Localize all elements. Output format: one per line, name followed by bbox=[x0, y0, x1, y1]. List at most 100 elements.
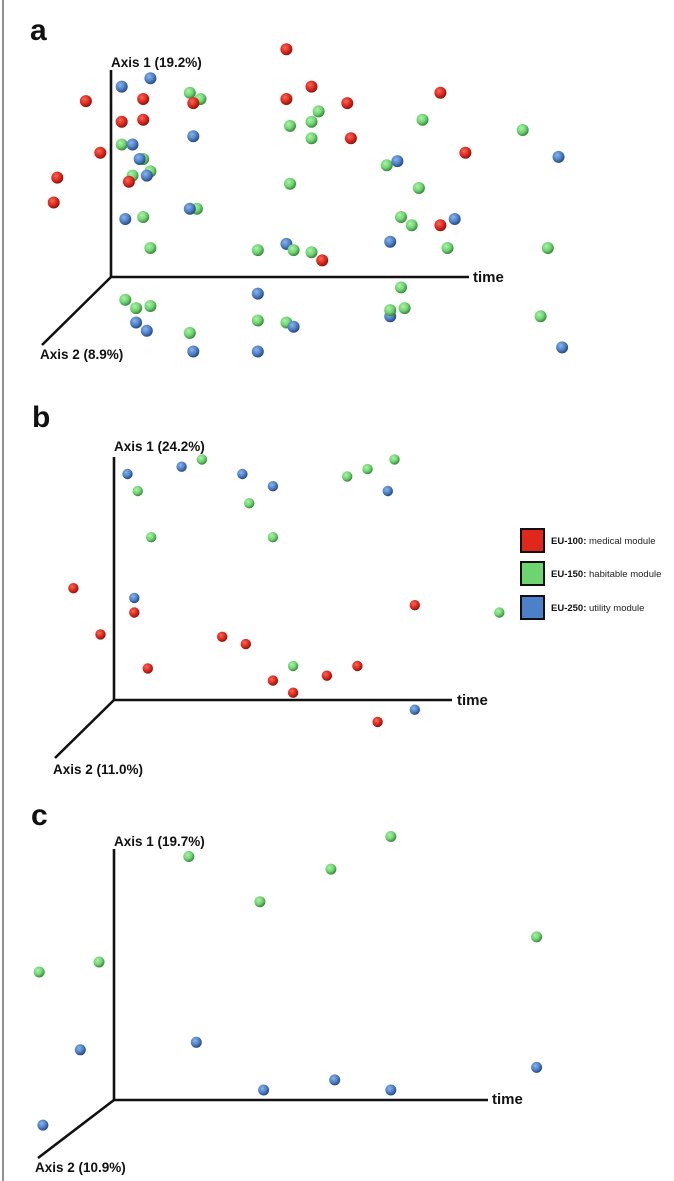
data-point-eu-250 bbox=[329, 1074, 341, 1086]
data-point-eu-150 bbox=[325, 863, 337, 875]
data-point-eu-150 bbox=[516, 124, 529, 136]
data-point-eu-250 bbox=[552, 150, 565, 163]
data-point-eu-100 bbox=[137, 93, 150, 105]
data-point-eu-250 bbox=[187, 130, 200, 143]
data-point-eu-100 bbox=[137, 113, 150, 126]
data-point-eu-100 bbox=[409, 600, 420, 611]
data-point-eu-150 bbox=[305, 246, 318, 259]
axis-lines bbox=[112, 849, 488, 1102]
data-point-eu-100 bbox=[352, 660, 363, 672]
data-point-eu-100 bbox=[287, 687, 299, 698]
data-point-eu-250 bbox=[115, 80, 128, 93]
data-point-eu-100 bbox=[280, 93, 293, 105]
axis-lines bbox=[112, 457, 452, 702]
data-point-eu-250 bbox=[133, 153, 146, 165]
panel-b: b Axis 1 (24.2%) Axis 2 (11.0%) time bbox=[32, 401, 505, 777]
data-point-eu-100 bbox=[68, 583, 79, 594]
legend-swatch-eu-150 bbox=[520, 561, 545, 586]
data-point-eu-250 bbox=[130, 316, 143, 329]
time-axis-label: time bbox=[473, 269, 504, 286]
panel-letter: a bbox=[30, 14, 47, 47]
data-point-eu-250 bbox=[74, 1044, 86, 1056]
data-point-eu-150 bbox=[144, 300, 157, 312]
data-point-eu-100 bbox=[459, 146, 472, 159]
axis-2-label: Axis 2 (10.9%) bbox=[35, 1160, 126, 1175]
data-point-eu-150 bbox=[385, 831, 397, 842]
data-point-eu-150 bbox=[251, 314, 264, 327]
data-point-eu-150 bbox=[531, 931, 543, 943]
data-point-eu-250 bbox=[140, 169, 153, 182]
axis-1-label: Axis 1 (19.7%) bbox=[114, 834, 205, 849]
axis-1-label: Axis 1 (24.2%) bbox=[114, 439, 205, 454]
data-point-eu-250 bbox=[126, 138, 139, 151]
data-point-eu-250 bbox=[190, 1036, 202, 1048]
panel-letter: c bbox=[31, 799, 48, 832]
data-point-eu-150 bbox=[362, 463, 373, 475]
data-point-eu-150 bbox=[405, 219, 418, 232]
data-point-eu-100 bbox=[305, 80, 318, 93]
data-point-eu-250 bbox=[556, 341, 569, 354]
data-point-eu-150 bbox=[380, 159, 393, 172]
data-point-eu-150 bbox=[137, 211, 150, 223]
data-point-eu-150 bbox=[254, 896, 266, 908]
data-point-eu-150 bbox=[267, 532, 279, 543]
data-point-eu-150 bbox=[312, 105, 325, 118]
data-point-eu-100 bbox=[187, 97, 200, 110]
data-point-eu-100 bbox=[434, 219, 447, 232]
data-point-eu-250 bbox=[251, 287, 264, 300]
data-point-eu-250 bbox=[258, 1084, 270, 1096]
data-point-eu-150 bbox=[395, 211, 407, 223]
data-point-eu-100 bbox=[316, 254, 329, 267]
data-point-eu-100 bbox=[51, 171, 64, 184]
data-point-eu-250 bbox=[144, 72, 157, 85]
data-point-eu-250 bbox=[119, 213, 132, 225]
data-point-eu-150 bbox=[284, 119, 296, 132]
data-point-eu-150 bbox=[441, 242, 454, 254]
data-point-eu-250 bbox=[237, 468, 248, 480]
data-point-eu-150 bbox=[305, 115, 318, 128]
data-point-eu-250 bbox=[129, 592, 140, 604]
axis-2-label: Axis 2 (8.9%) bbox=[40, 347, 123, 362]
data-point-eu-100 bbox=[280, 43, 293, 56]
data-point-eu-250 bbox=[409, 704, 420, 715]
data-point-eu-250 bbox=[384, 235, 397, 248]
data-point-eu-150 bbox=[115, 138, 128, 151]
data-point-eu-150 bbox=[541, 242, 554, 254]
data-point-eu-150 bbox=[342, 471, 353, 482]
data-point-eu-250 bbox=[531, 1061, 543, 1073]
data-point-eu-150 bbox=[146, 532, 157, 543]
time-axis-label: time bbox=[457, 692, 488, 709]
points-layer bbox=[68, 454, 505, 728]
data-point-eu-150 bbox=[244, 498, 255, 509]
data-point-eu-150 bbox=[144, 242, 157, 254]
data-point-eu-100 bbox=[95, 629, 106, 640]
legend-label-eu-150: EU-150: habitable module bbox=[551, 569, 661, 580]
data-point-eu-250 bbox=[251, 345, 264, 358]
data-point-eu-150 bbox=[395, 281, 407, 294]
data-point-eu-100 bbox=[47, 196, 60, 209]
data-point-eu-250 bbox=[287, 320, 300, 333]
legend-swatch-eu-250 bbox=[520, 595, 545, 620]
points-layer bbox=[47, 43, 569, 358]
data-point-eu-250 bbox=[37, 1119, 49, 1131]
data-point-eu-150 bbox=[412, 182, 425, 194]
data-point-eu-100 bbox=[321, 670, 333, 681]
data-point-eu-100 bbox=[341, 97, 354, 110]
data-point-eu-150 bbox=[251, 244, 264, 257]
data-point-eu-150 bbox=[494, 607, 505, 618]
data-point-eu-100 bbox=[344, 132, 357, 145]
data-point-eu-250 bbox=[267, 481, 279, 492]
data-point-eu-150 bbox=[305, 132, 318, 145]
data-point-eu-250 bbox=[122, 468, 133, 480]
panel-letter: b bbox=[32, 401, 50, 434]
data-point-eu-150 bbox=[389, 454, 400, 465]
data-point-eu-250 bbox=[385, 1084, 397, 1096]
axis-2-line bbox=[41, 276, 112, 346]
data-point-eu-100 bbox=[115, 115, 128, 128]
points-layer bbox=[33, 831, 543, 1131]
data-point-eu-250 bbox=[382, 485, 393, 497]
legend-swatch-eu-100 bbox=[520, 528, 545, 553]
data-point-eu-150 bbox=[416, 113, 429, 126]
panel-c: c Axis 1 (19.7%) Axis 2 (10.9%) time bbox=[31, 799, 543, 1175]
